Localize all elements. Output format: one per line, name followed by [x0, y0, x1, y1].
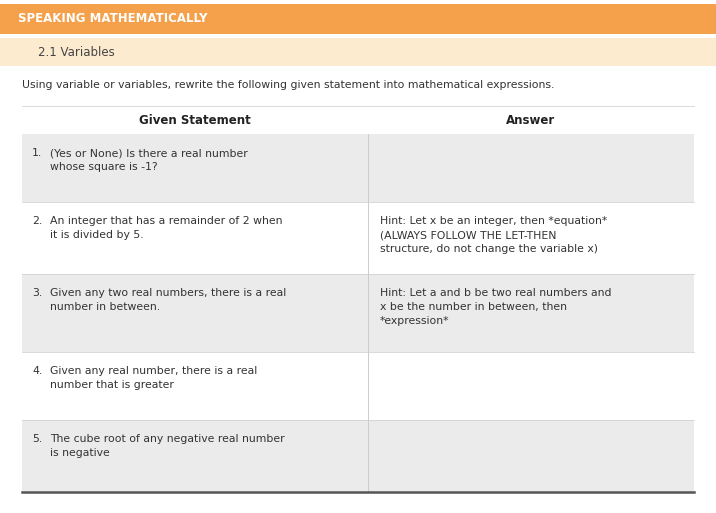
- Text: 1.: 1.: [32, 148, 42, 158]
- Text: Hint: Let a and b be two real numbers and
x be the number in between, then
*expr: Hint: Let a and b be two real numbers an…: [380, 288, 611, 326]
- Text: Given any two real numbers, there is a real
number in between.: Given any two real numbers, there is a r…: [50, 288, 286, 312]
- Text: Using variable or variables, rewrite the following given statement into mathemat: Using variable or variables, rewrite the…: [22, 80, 554, 90]
- Text: SPEAKING MATHEMATICALLY: SPEAKING MATHEMATICALLY: [18, 12, 208, 26]
- Bar: [22, 202, 694, 274]
- Text: An integer that has a remainder of 2 when
it is divided by 5.: An integer that has a remainder of 2 whe…: [50, 216, 283, 240]
- Bar: [22, 352, 694, 420]
- Bar: [22, 134, 694, 202]
- Bar: [0, 38, 716, 66]
- Text: The cube root of any negative real number
is negative: The cube root of any negative real numbe…: [50, 434, 285, 458]
- Text: 4.: 4.: [32, 366, 42, 376]
- Text: Answer: Answer: [506, 113, 556, 127]
- Text: Given Statement: Given Statement: [139, 113, 251, 127]
- Text: (Yes or None) Is there a real number
whose square is -1?: (Yes or None) Is there a real number who…: [50, 148, 248, 172]
- Text: Given any real number, there is a real
number that is greater: Given any real number, there is a real n…: [50, 366, 257, 390]
- Text: Hint: Let x be an integer, then *equation*
(ALWAYS FOLLOW THE LET-THEN
structure: Hint: Let x be an integer, then *equatio…: [380, 216, 607, 254]
- Bar: [22, 274, 694, 352]
- Bar: [22, 106, 694, 134]
- Text: 2.: 2.: [32, 216, 42, 226]
- Text: 2.1 Variables: 2.1 Variables: [38, 46, 115, 58]
- Bar: [22, 420, 694, 492]
- Bar: [0, 4, 716, 34]
- Text: 3.: 3.: [32, 288, 42, 298]
- Text: 5.: 5.: [32, 434, 42, 444]
